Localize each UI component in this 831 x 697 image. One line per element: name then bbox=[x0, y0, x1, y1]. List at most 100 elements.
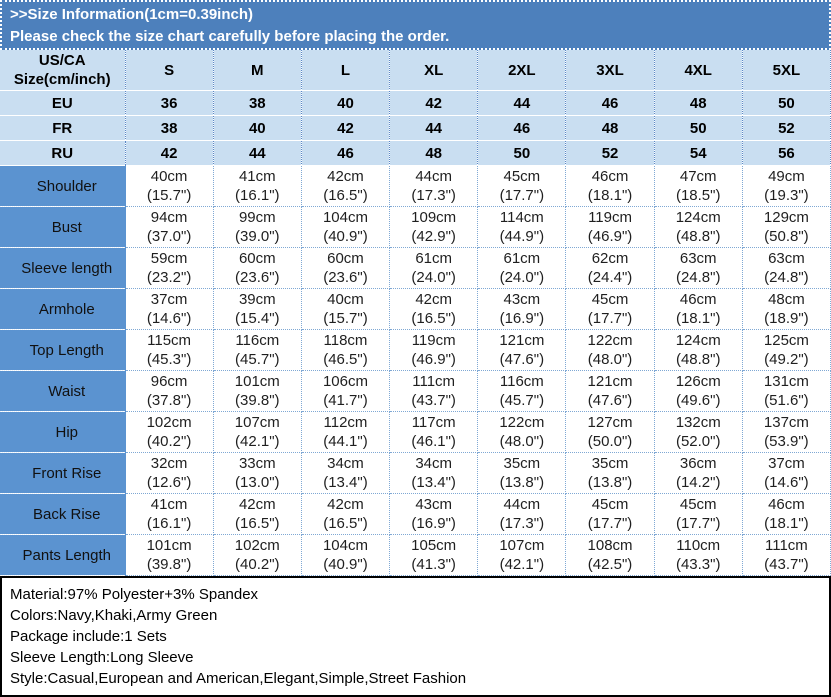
conversion-value-cell: 36 bbox=[124, 90, 214, 116]
conversion-value-cell: 48 bbox=[653, 90, 743, 116]
measurement-value-cell: 43cm (16.9") bbox=[389, 493, 479, 535]
measurement-value-cell: 126cm (49.6") bbox=[653, 370, 743, 412]
conversion-value-cell: 46 bbox=[477, 115, 567, 141]
measurement-value-cell: 37cm (14.6") bbox=[124, 288, 214, 330]
measurement-value-cell: 124cm (48.8") bbox=[653, 206, 743, 248]
material-line: Material:97% Polyester+3% Spandex bbox=[10, 586, 259, 603]
measurement-value-cell: 40cm (15.7") bbox=[300, 288, 391, 330]
measurement-row-label: Pants Length bbox=[0, 534, 126, 576]
conversion-value-cell: 52 bbox=[741, 115, 831, 141]
package-line: Package include:1 Sets bbox=[10, 628, 167, 645]
measurement-value-cell: 107cm (42.1") bbox=[212, 411, 302, 453]
measurement-row: Waist 96cm (37.8") 101cm (39.8") 106cm (41.… bbox=[0, 370, 831, 412]
measurement-value-cell: 112cm (44.1") bbox=[300, 411, 391, 453]
measurement-row: Bust 94cm (37.0") 99cm (39.0") 104cm (40.9"… bbox=[0, 206, 831, 248]
conversion-row-label: RU bbox=[0, 140, 126, 166]
measurement-value-cell: 39cm (15.4") bbox=[212, 288, 302, 330]
measurement-value-cell: 105cm (41.3") bbox=[389, 534, 479, 576]
conversion-value-cell: 56 bbox=[741, 140, 831, 166]
product-details-block: Material:97% Polyester+3% Spandex Colors… bbox=[0, 576, 831, 697]
measurement-value-cell: 46cm (18.1") bbox=[741, 493, 831, 535]
conversion-value-cell: 44 bbox=[389, 115, 479, 141]
measurement-value-cell: 125cm (49.2") bbox=[741, 329, 831, 371]
measurement-value-cell: 42cm (16.5") bbox=[300, 165, 391, 207]
measurement-value-cell: 119cm (46.9") bbox=[389, 329, 479, 371]
measurement-value-cell: 101cm (39.8") bbox=[212, 370, 302, 412]
measurement-value-cell: 63cm (24.8") bbox=[653, 247, 743, 289]
measurement-value-cell: 114cm (44.9") bbox=[477, 206, 567, 248]
measurement-value-cell: 44cm (17.3") bbox=[389, 165, 479, 207]
measurement-value-cell: 110cm (43.3") bbox=[653, 534, 743, 576]
measurement-row-label: Bust bbox=[0, 206, 126, 248]
conversion-value-cell: 50 bbox=[477, 140, 567, 166]
measurement-value-cell: 116cm (45.7") bbox=[477, 370, 567, 412]
measurement-value-cell: 96cm (37.8") bbox=[124, 370, 214, 412]
measurement-row: Sleeve length 59cm (23.2") 60cm (23.6") 60c… bbox=[0, 247, 831, 289]
conversion-value-cell: 38 bbox=[124, 115, 214, 141]
size-chart-table: US/CA Size(cm/inch) S M L XL 2XL 3XL 4XL 5XL EU 36… bbox=[0, 50, 831, 576]
measurement-row: Back Rise 41cm (16.1") 42cm (16.5") 42cm (1… bbox=[0, 493, 831, 535]
measurement-row-label: Shoulder bbox=[0, 165, 126, 207]
measurement-row-label: Back Rise bbox=[0, 493, 126, 535]
measurement-row-label: Armhole bbox=[0, 288, 126, 330]
measurement-value-cell: 121cm (47.6") bbox=[477, 329, 567, 371]
measurement-value-cell: 119cm (46.9") bbox=[565, 206, 655, 248]
measurement-value-cell: 40cm (15.7") bbox=[124, 165, 214, 207]
measurement-value-cell: 104cm (40.9") bbox=[300, 206, 391, 248]
size-header-row: US/CA Size(cm/inch) S M L XL 2XL 3XL 4XL 5XL bbox=[0, 50, 831, 91]
measurement-value-cell: 121cm (47.6") bbox=[565, 370, 655, 412]
size-header-cell: 4XL bbox=[653, 50, 743, 91]
conversion-value-cell: 42 bbox=[389, 90, 479, 116]
measurement-value-cell: 108cm (42.5") bbox=[565, 534, 655, 576]
measurement-value-cell: 115cm (45.3") bbox=[124, 329, 214, 371]
measurement-value-cell: 46cm (18.1") bbox=[565, 165, 655, 207]
conversion-value-cell: 50 bbox=[653, 115, 743, 141]
measurement-value-cell: 101cm (39.8") bbox=[124, 534, 214, 576]
conversion-value-cell: 46 bbox=[565, 90, 655, 116]
measurement-value-cell: 45cm (17.7") bbox=[565, 288, 655, 330]
size-header-cell: 2XL bbox=[477, 50, 567, 91]
measurement-value-cell: 34cm (13.4") bbox=[300, 452, 391, 494]
conversion-value-cell: 42 bbox=[124, 140, 214, 166]
measurement-value-cell: 117cm (46.1") bbox=[389, 411, 479, 453]
measurement-row: Armhole 37cm (14.6") 39cm (15.4") 40cm (15.… bbox=[0, 288, 831, 330]
measurement-value-cell: 42cm (16.5") bbox=[212, 493, 302, 535]
measurement-value-cell: 44cm (17.3") bbox=[477, 493, 567, 535]
measurement-value-cell: 60cm (23.6") bbox=[300, 247, 391, 289]
conversion-value-cell: 48 bbox=[565, 115, 655, 141]
measurement-value-cell: 49cm (19.3") bbox=[741, 165, 831, 207]
conversion-row: RU 42 44 46 48 50 52 54 56 bbox=[0, 140, 831, 166]
measurement-value-cell: 45cm (17.7") bbox=[653, 493, 743, 535]
measurement-row: Shoulder 40cm (15.7") 41cm (16.1") 42cm (16… bbox=[0, 165, 831, 207]
measurement-value-cell: 122cm (48.0") bbox=[565, 329, 655, 371]
size-header-cell: S bbox=[124, 50, 214, 91]
size-header-cell: 3XL bbox=[565, 50, 655, 91]
measurement-value-cell: 34cm (13.4") bbox=[389, 452, 479, 494]
size-chart-body: US/CA Size(cm/inch) S M L XL 2XL 3XL 4XL 5XL EU 36… bbox=[0, 50, 831, 576]
conversion-value-cell: 48 bbox=[389, 140, 479, 166]
measurement-value-cell: 60cm (23.6") bbox=[212, 247, 302, 289]
measurement-value-cell: 106cm (41.7") bbox=[300, 370, 391, 412]
banner-subtitle: Please check the size chart carefully be… bbox=[10, 28, 450, 45]
corner-header-cell: US/CA Size(cm/inch) bbox=[0, 50, 126, 91]
measurement-row: Top Length 115cm (45.3") 116cm (45.7") 118c… bbox=[0, 329, 831, 371]
measurement-value-cell: 127cm (50.0") bbox=[565, 411, 655, 453]
measurement-value-cell: 63cm (24.8") bbox=[741, 247, 831, 289]
measurement-value-cell: 62cm (24.4") bbox=[565, 247, 655, 289]
measurement-value-cell: 109cm (42.9") bbox=[389, 206, 479, 248]
banner-title: >>Size Information(1cm=0.39inch) bbox=[10, 6, 253, 23]
measurement-row-label: Sleeve length bbox=[0, 247, 126, 289]
measurement-value-cell: 104cm (40.9") bbox=[300, 534, 391, 576]
measurement-row: Hip 102cm (40.2") 107cm (42.1") 112cm (44.1… bbox=[0, 411, 831, 453]
size-info-banner: >>Size Information(1cm=0.39inch) Please … bbox=[0, 0, 831, 50]
measurement-row-label: Front Rise bbox=[0, 452, 126, 494]
measurement-row: Pants Length 101cm (39.8") 102cm (40.2") 10… bbox=[0, 534, 831, 576]
measurement-value-cell: 122cm (48.0") bbox=[477, 411, 567, 453]
measurement-value-cell: 99cm (39.0") bbox=[212, 206, 302, 248]
measurement-value-cell: 42cm (16.5") bbox=[389, 288, 479, 330]
measurement-value-cell: 37cm (14.6") bbox=[741, 452, 831, 494]
measurement-value-cell: 118cm (46.5") bbox=[300, 329, 391, 371]
measurement-value-cell: 35cm (13.8") bbox=[565, 452, 655, 494]
conversion-value-cell: 40 bbox=[212, 115, 302, 141]
